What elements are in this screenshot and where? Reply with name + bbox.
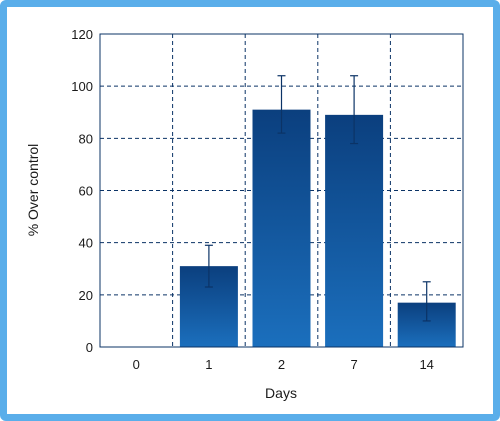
error-bars	[204, 75, 431, 322]
plot-area-border	[99, 33, 464, 348]
error-bar-1	[204, 244, 213, 288]
y-axis-label: % Over control	[25, 144, 41, 237]
x-tick-label: 2	[278, 357, 285, 372]
error-bar-14	[422, 281, 431, 322]
x-tick-label: 0	[133, 357, 140, 372]
y-tick-labels: 0 20 40 60 80 100 120	[71, 27, 93, 355]
y-tick-label: 120	[71, 27, 93, 42]
y-tick-label: 60	[79, 184, 93, 199]
bar-2	[252, 109, 311, 348]
y-tick-label: 100	[71, 79, 93, 94]
y-tick-label: 0	[86, 340, 93, 355]
bar-7	[325, 114, 384, 347]
x-axis-label: Days	[265, 385, 297, 401]
y-tick-label: 40	[79, 236, 93, 251]
bars	[179, 109, 456, 348]
y-tick-label: 80	[79, 131, 93, 146]
error-bar-2	[277, 75, 286, 134]
x-tick-label: 7	[350, 357, 357, 372]
error-bar-7	[350, 75, 359, 145]
grid-lines	[100, 34, 463, 347]
x-tick-label: 14	[419, 357, 433, 372]
x-tick-label: 1	[205, 357, 212, 372]
x-tick-labels: 0 1 2 7 14	[133, 357, 434, 372]
y-tick-label: 20	[79, 288, 93, 303]
